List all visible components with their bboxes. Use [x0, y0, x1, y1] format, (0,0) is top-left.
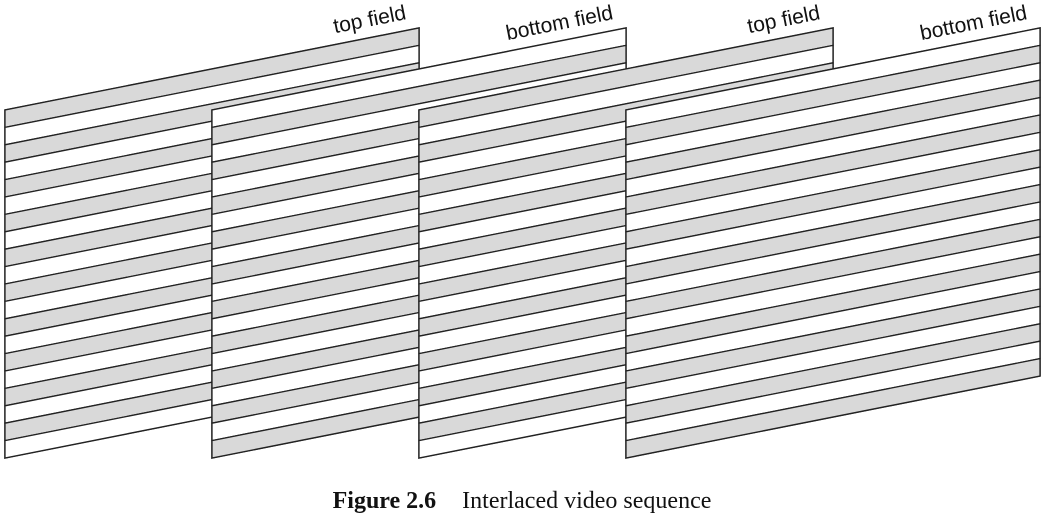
figure-caption-text: Interlaced video sequence — [462, 488, 712, 514]
figure-caption: Figure 2.6 Interlaced video sequence — [0, 488, 1044, 515]
field-plane-4: bottom field — [625, 1, 1041, 459]
figure-number: Figure 2.6 — [332, 488, 437, 514]
scan-line — [625, 357, 1041, 459]
interlaced-fields-diagram: top field bottom field top field bottom fie… — [4, 1, 1041, 459]
